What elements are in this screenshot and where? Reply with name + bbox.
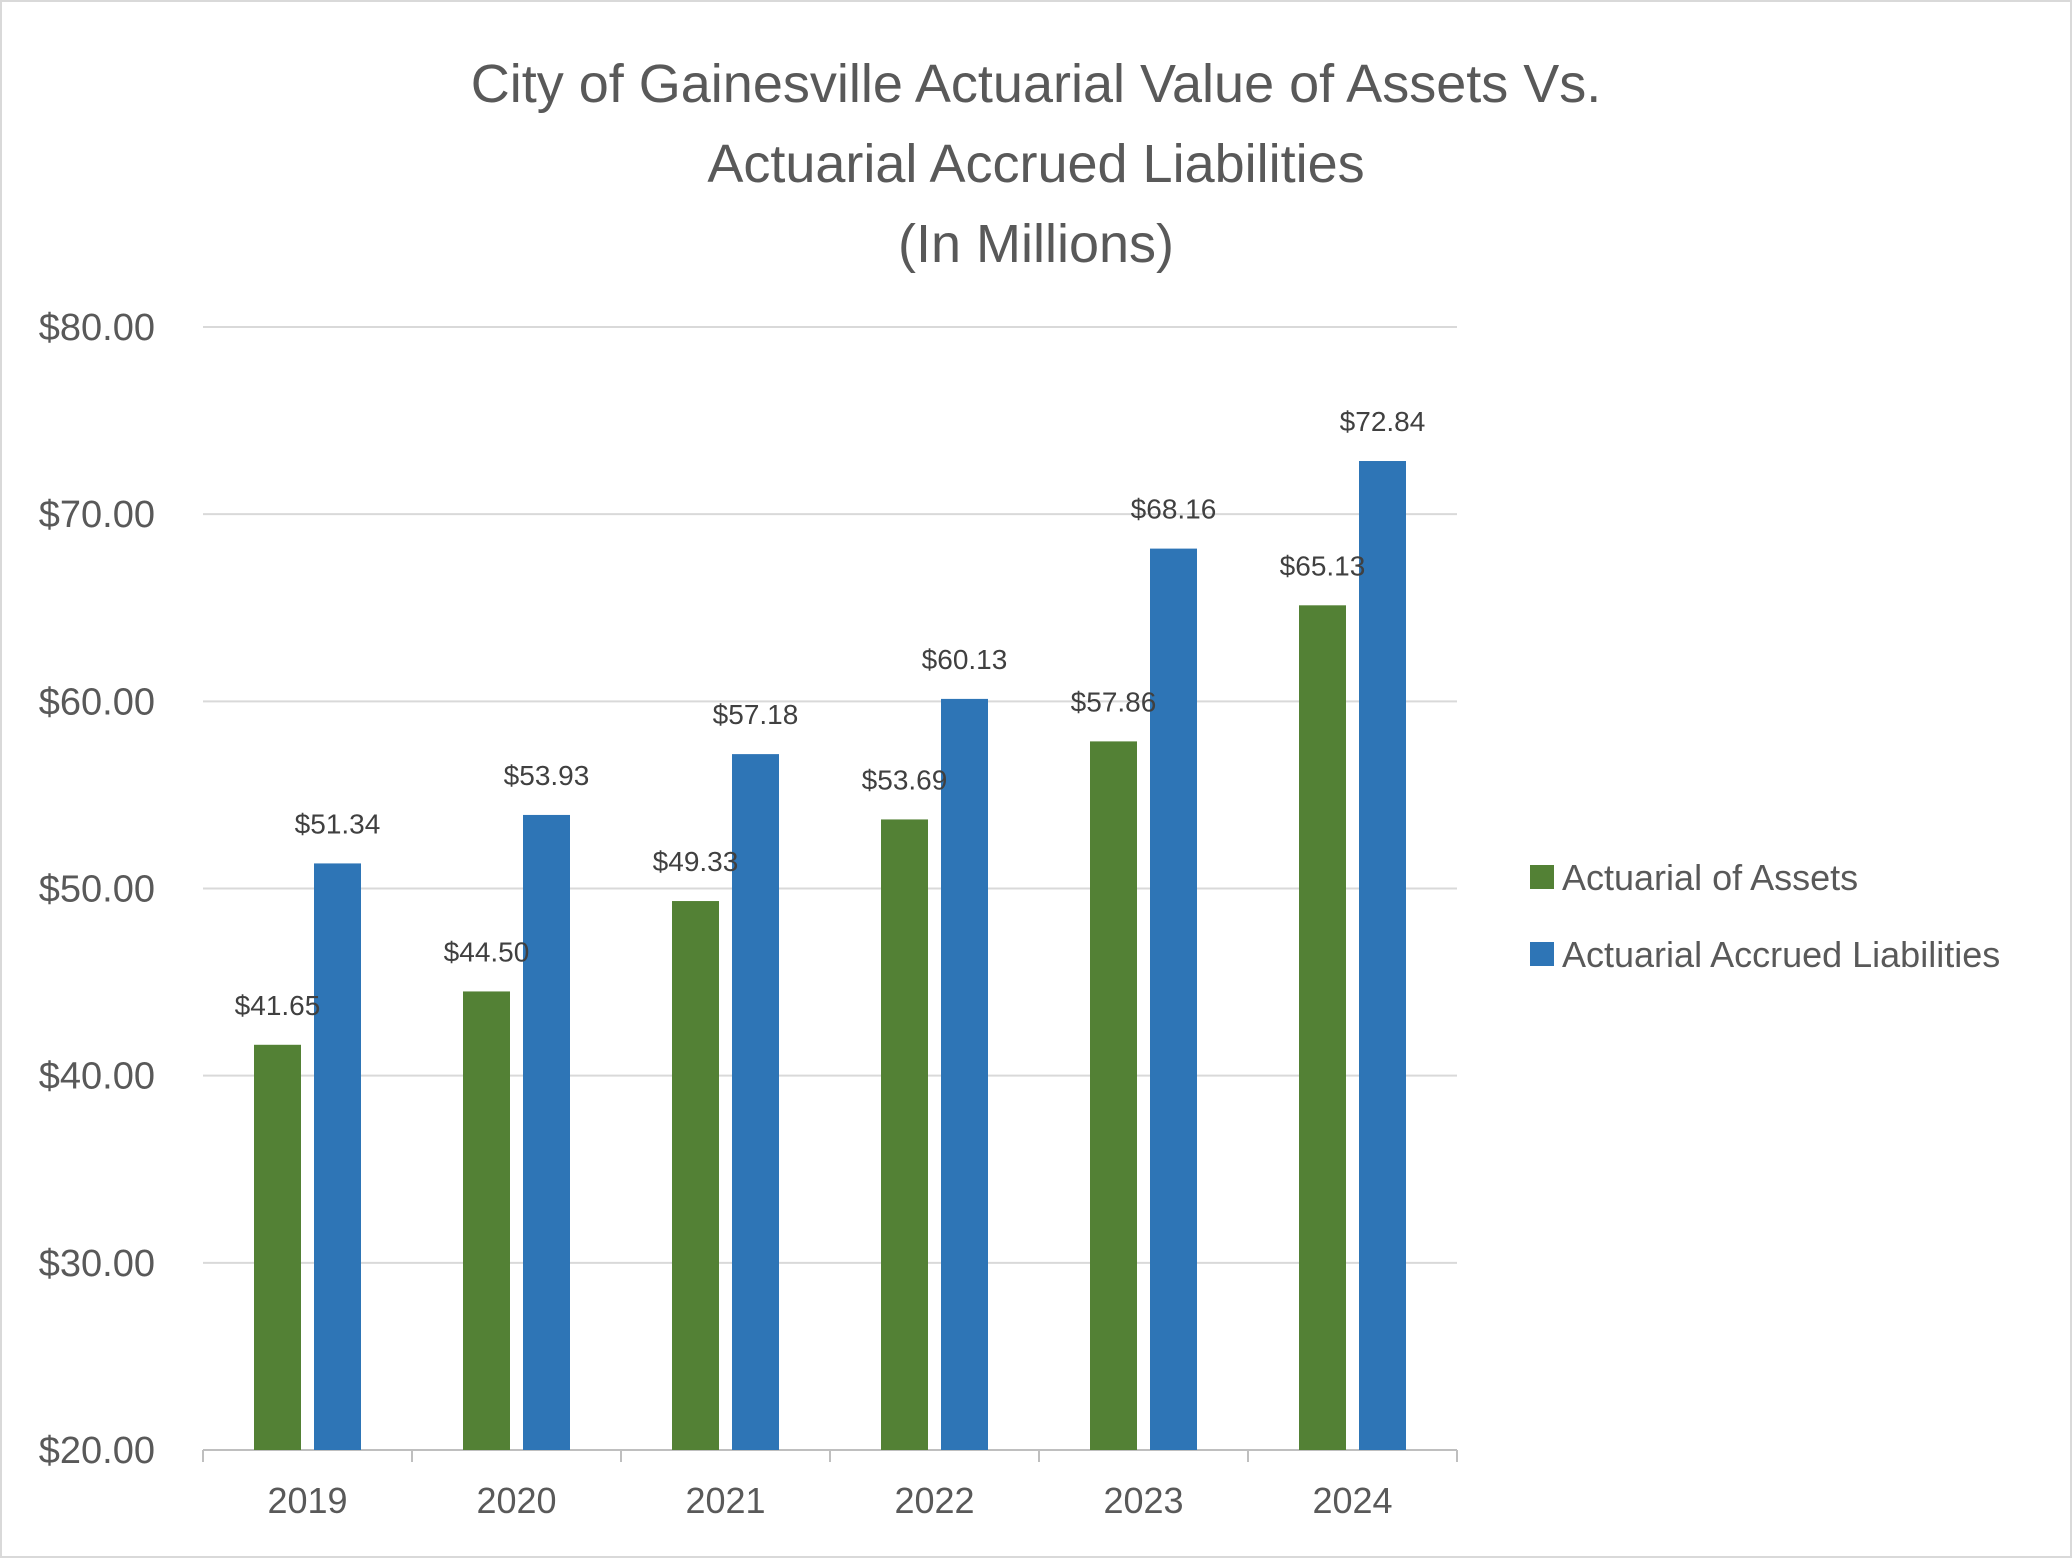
x-tick-label: 2023 — [1103, 1480, 1183, 1521]
x-tick-label: 2020 — [476, 1480, 556, 1521]
chart-title-line-3: (In Millions) — [897, 214, 1175, 274]
legend-label: Actuarial of Assets — [1562, 857, 1858, 898]
bar-liabilities — [314, 863, 361, 1450]
bar-assets — [672, 901, 719, 1450]
legend-label: Actuarial Accrued Liabilities — [1562, 934, 2000, 975]
y-tick-label: $60.00 — [39, 681, 155, 723]
data-label: $49.33 — [653, 846, 739, 877]
y-tick-label: $80.00 — [39, 307, 155, 349]
y-tick-label: $20.00 — [39, 1430, 155, 1472]
y-tick-label: $30.00 — [39, 1243, 155, 1285]
data-label: $72.84 — [1340, 406, 1426, 437]
y-tick-label: $50.00 — [39, 869, 155, 911]
bars — [254, 461, 1406, 1450]
data-label: $53.93 — [504, 760, 590, 791]
bar-assets — [463, 991, 510, 1450]
legend-swatch — [1530, 942, 1554, 966]
gridlines — [203, 326, 1457, 1264]
data-label: $57.18 — [713, 699, 799, 730]
data-label: $57.86 — [1071, 686, 1157, 717]
legend-swatch — [1530, 865, 1554, 889]
bar-assets — [881, 819, 928, 1450]
bar-liabilities — [941, 698, 988, 1450]
chart-title: City of Gainesville Actuarial Value of A… — [0, 44, 2072, 284]
bar-liabilities — [1150, 548, 1197, 1450]
data-label: $68.16 — [1131, 494, 1217, 525]
bar-assets — [254, 1044, 301, 1450]
data-label: $60.13 — [922, 644, 1008, 675]
x-tick-label: 2019 — [267, 1480, 347, 1521]
data-label: $44.50 — [444, 936, 530, 967]
y-tick-label: $70.00 — [39, 494, 155, 536]
data-label: $65.13 — [1280, 550, 1366, 581]
bar-assets — [1090, 741, 1137, 1450]
x-tick-label: 2022 — [894, 1480, 974, 1521]
x-tick-label: 2024 — [1312, 1480, 1392, 1521]
chart-title-line-2: Actuarial Accrued Liabilities — [707, 134, 1365, 194]
data-label: $51.34 — [295, 808, 381, 839]
legend: Actuarial of Assets Actuarial Accrued Lia… — [1530, 857, 2000, 975]
bar-assets — [1299, 605, 1346, 1450]
data-label: $53.69 — [862, 764, 948, 795]
x-tick-label: 2021 — [685, 1480, 765, 1521]
y-tick-label: $40.00 — [39, 1056, 155, 1098]
bar-liabilities — [523, 814, 570, 1450]
chart-title-line-1: City of Gainesville Actuarial Value of A… — [470, 54, 1602, 114]
bar-liabilities — [1359, 461, 1406, 1450]
data-label: $41.65 — [235, 990, 321, 1021]
data-labels: $41.65 $51.34 $44.50 $53.93 $49.33 $57.18 $53.… — [235, 406, 1426, 1021]
axes: $20.00 $30.00 $40.00 $50.00 $60.00 $70.00 $80.… — [39, 307, 1458, 1521]
bar-liabilities — [732, 754, 779, 1450]
